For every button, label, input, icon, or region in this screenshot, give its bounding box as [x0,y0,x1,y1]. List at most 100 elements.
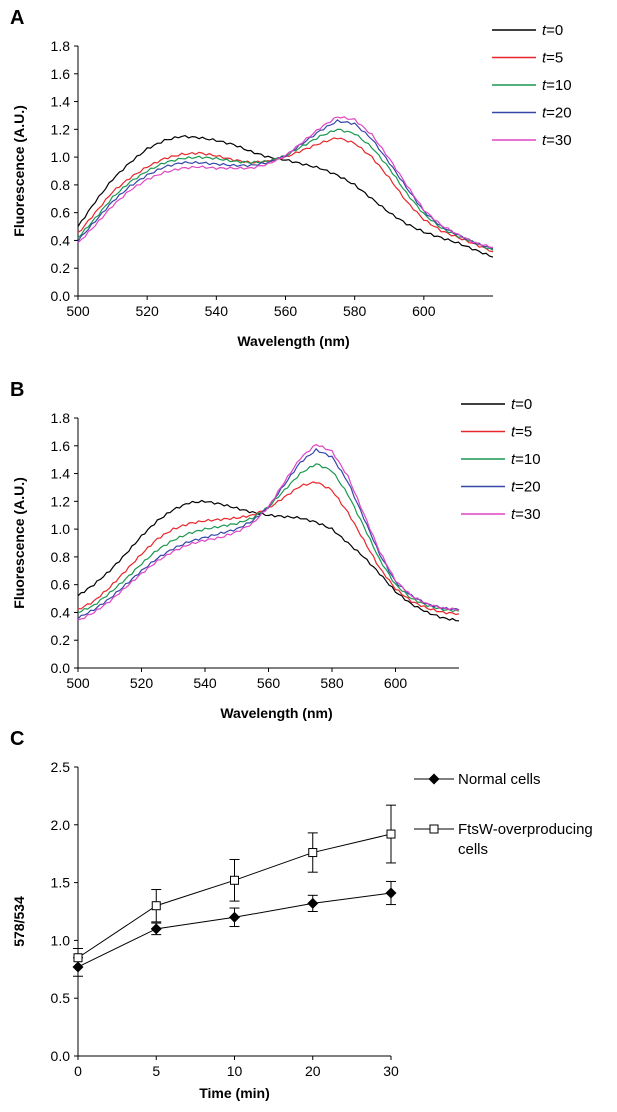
y-tick-label: 0.4 [51,232,71,248]
y-tick-label: 1.0 [51,932,71,948]
x-tick-label: 0 [74,1063,82,1079]
legend-label-variable: t [511,396,516,413]
x-tick-label: 20 [305,1063,321,1079]
data-point-ftsw-overproducing-cells [308,848,318,858]
legend-label-value: =5 [546,50,563,67]
legend-label: cells [458,841,488,858]
legend-label: t=20 [542,105,572,122]
y-tick-label: 1.4 [51,94,71,110]
legend-label-variable: t [511,506,516,523]
y-tick-label: 0.4 [51,604,71,620]
y-tick-label: 1.2 [51,121,71,137]
chart-panel-c: C 0.0 0.5 1.0 1.5 2.0 2.5 0 5 10 20 30 Time (min) 578… [10,728,593,1101]
data-point-normal-cells [229,911,240,923]
series-line-t30 [77,116,493,248]
x-tick-label: 580 [320,675,344,691]
legend-label: t=30 [511,506,541,523]
legend-label: t=5 [542,50,563,67]
panel-letter: C [10,728,24,750]
y-axis-label: 578/534 [11,896,27,947]
data-point-normal-cells [307,897,319,909]
x-axis-label: Time (min) [199,1085,270,1101]
series-line-t10 [77,128,494,251]
data-point-ftsw-overproducing-cells [386,829,396,839]
panel-letter: B [10,379,24,401]
legend-label: t=20 [511,479,541,496]
legend-marker-ftsw-overproducing-cells [429,824,439,834]
series-line-t20 [77,447,460,620]
y-axis-label: Fluorescence (A.U.) [11,105,27,236]
chart-panel-b: B 0.0 0.2 0.4 0.6 0.8 1.0 1.2 1.4 1.6 1.8 500 520 540… [10,379,541,721]
y-tick-label: 0.0 [51,1048,71,1064]
legend-label-variable: t [542,105,547,122]
legend-label-value: =0 [546,22,563,39]
legend-label: t=0 [542,22,563,39]
legend-label: t=10 [511,451,541,468]
series-line-normal-cells [77,892,392,968]
data-point-ftsw-overproducing-cells [230,875,239,885]
x-tick-label: 600 [412,303,436,319]
legend-label-variable: t [542,132,547,149]
x-tick-label: 560 [257,675,281,691]
x-tick-label: 540 [193,675,217,691]
x-tick-label: 540 [205,303,229,319]
legend-label-value: =20 [546,105,571,122]
legend-label-value: =30 [546,132,571,149]
y-tick-label: 0.5 [51,990,71,1006]
legend-marker-normal-cells [428,773,440,785]
x-tick-label: 520 [135,303,159,319]
x-tick-label: 10 [227,1063,243,1079]
x-tick-label: 500 [66,675,90,691]
y-tick-label: 1.0 [51,149,71,165]
legend-label-value: =5 [515,424,532,441]
y-tick-label: 1.4 [51,466,71,482]
data-point-normal-cells [150,923,162,935]
x-tick-label: 520 [130,675,154,691]
y-tick-label: 1.8 [51,38,71,54]
legend-label-value: =0 [515,396,532,413]
legend-label-variable: t [542,22,547,39]
legend-label: Normal cells [458,771,541,788]
data-point-ftsw-overproducing-cells [151,901,161,911]
y-tick-label: 0.8 [51,549,71,565]
x-axis-label: Wavelength (nm) [220,705,332,721]
legend-label: t=5 [511,424,532,441]
y-tick-label: 0.0 [51,660,71,676]
y-tick-label: 1.6 [51,66,71,82]
legend-label: t=0 [511,396,532,413]
x-tick-label: 580 [343,303,367,319]
y-tick-label: 0.8 [51,177,71,193]
y-tick-label: 1.6 [51,438,71,454]
series-line-t0 [77,134,494,258]
y-tick-label: 1.5 [51,875,71,891]
y-tick-label: 0.2 [51,260,71,276]
chart-panel-a: A 0.0 0.2 0.4 0.6 0.8 1.0 1.2 1.4 1.6 1.8 500 520 540… [10,7,572,349]
legend-label: t=30 [542,132,572,149]
series-line-t0 [77,499,460,622]
series-line-t30 [77,443,460,621]
y-axis-label: Fluorescence (A.U.) [11,477,27,608]
x-axis-label: Wavelength (nm) [237,333,349,349]
legend-label-value: =20 [515,479,540,496]
y-tick-label: 1.8 [51,410,71,426]
y-tick-label: 0.2 [51,632,71,648]
x-tick-label: 600 [384,675,408,691]
y-tick-label: 0.0 [51,288,71,304]
legend-label: t=10 [542,77,572,94]
y-tick-label: 0.6 [51,577,71,593]
y-tick-label: 2.0 [51,817,71,833]
legend-label: FtsW-overproducing [458,821,593,838]
legend-label-variable: t [542,50,547,67]
y-tick-label: 1.2 [51,493,71,509]
y-tick-label: 0.6 [51,205,71,221]
legend-label-variable: t [511,479,516,496]
legend-label-value: =10 [546,77,571,94]
series-line-t10 [77,463,460,614]
legend-label-variable: t [511,451,516,468]
legend-label-value: =30 [515,506,540,523]
series-line-t5 [77,481,460,616]
legend-label-variable: t [542,77,547,94]
panel-letter: A [10,7,24,29]
x-tick-label: 560 [274,303,298,319]
